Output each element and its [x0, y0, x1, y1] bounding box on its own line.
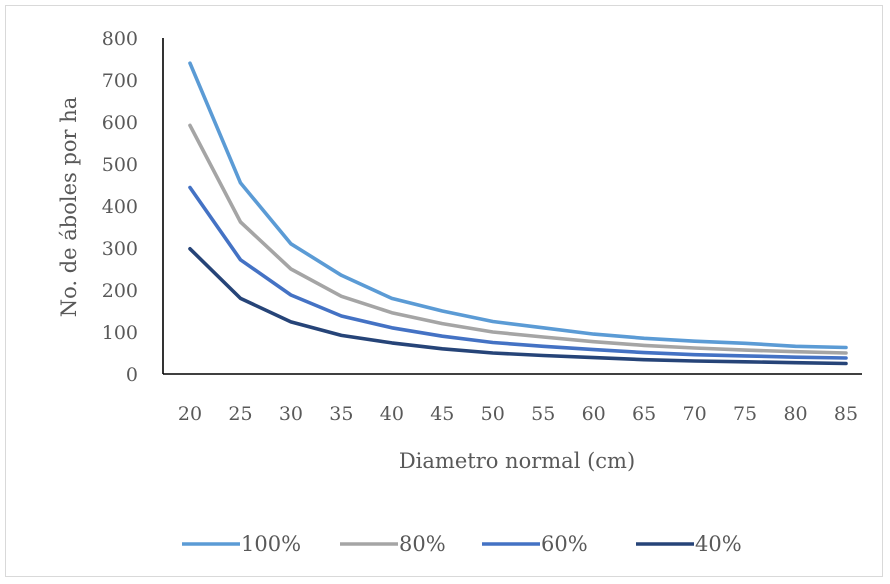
- y-axis-ticks: 0 100 200 300 400 500 600 700 800: [102, 28, 138, 386]
- x-tick-label: 70: [683, 403, 707, 425]
- legend: 100% 80% 60% 40%: [182, 532, 742, 556]
- legend-label: 60%: [541, 532, 588, 556]
- series-line-0: [188, 61, 848, 350]
- y-tick-label: 100: [102, 322, 138, 344]
- y-tick-label: 500: [102, 154, 138, 176]
- x-axis-ticks: 20 25 30 35 40 45 50 55 60 65 70 75 80 85: [178, 403, 858, 425]
- x-tick-label: 50: [481, 403, 505, 425]
- x-tick-label: 40: [380, 403, 404, 425]
- y-tick-label: 700: [102, 70, 138, 92]
- chart-frame: [5, 5, 883, 577]
- y-tick-label: 600: [102, 112, 138, 134]
- x-tick-label: 35: [329, 403, 353, 425]
- legend-label: 40%: [695, 532, 742, 556]
- x-tick-label: 20: [178, 403, 202, 425]
- x-tick-label: 30: [279, 403, 303, 425]
- y-tick-label: 200: [102, 280, 138, 302]
- legend-label: 100%: [241, 532, 301, 556]
- x-tick-label: 25: [228, 403, 252, 425]
- series-line-3: [188, 247, 848, 366]
- x-tick-label: 80: [783, 403, 807, 425]
- y-tick-label: 400: [102, 196, 138, 218]
- x-tick-label: 75: [733, 403, 757, 425]
- y-axis-title: No. de áboles por ha: [57, 97, 81, 318]
- legend-label: 80%: [399, 532, 446, 556]
- x-axis-title: Diametro normal (cm): [399, 449, 635, 473]
- y-tick-label: 300: [102, 238, 138, 260]
- x-tick-label: 85: [834, 403, 858, 425]
- x-tick-label: 45: [430, 403, 454, 425]
- y-tick-label: 0: [126, 364, 138, 386]
- series-lines: [188, 61, 848, 366]
- series-line-1: [188, 123, 848, 355]
- x-tick-label: 65: [632, 403, 656, 425]
- x-tick-label: 60: [582, 403, 606, 425]
- x-tick-label: 55: [531, 403, 555, 425]
- y-tick-label: 800: [102, 28, 138, 50]
- series-line-2: [188, 185, 848, 360]
